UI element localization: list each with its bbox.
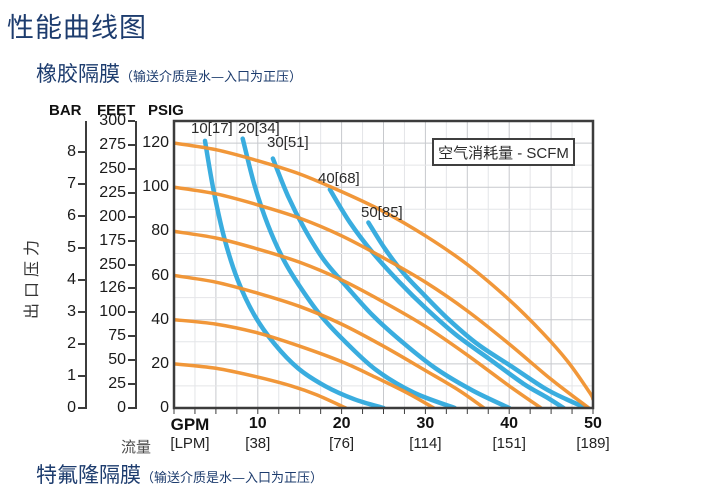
section-teflon-heading: 特氟隆隔膜（输送介质是水—入口为正压） — [36, 459, 323, 489]
bar-axis-line — [85, 121, 87, 409]
feet-tick-label: 275 — [99, 135, 126, 153]
x-tick-label-lpm: [38] — [245, 435, 271, 452]
bar-axis-tick — [78, 151, 85, 153]
feet-tick-label: 225 — [99, 183, 126, 201]
feet-axis-tick — [128, 287, 135, 290]
feet-axis-tick — [128, 359, 135, 362]
bar-axis-tick — [78, 247, 85, 249]
bar-axis-tick — [78, 407, 85, 409]
feet-tick-label: 50 — [108, 351, 126, 369]
feet-tick-label: 100 — [99, 303, 126, 321]
bar-axis-tick — [78, 215, 85, 217]
x-tick-label-gpm: 20 — [332, 415, 351, 432]
bar-tick-label: 2 — [67, 335, 76, 352]
bar-tick-label: 1 — [67, 367, 76, 384]
air-consumption-curve-2 — [270, 156, 512, 408]
feet-axis-tick — [128, 167, 135, 170]
feet-tick-label: 250 — [99, 159, 126, 177]
page-title: 性能曲线图 — [7, 13, 147, 44]
section-rubber-title: 橡胶隔膜 — [36, 62, 120, 86]
bar-axis-tick — [78, 311, 85, 313]
x-axis-title: 流量 — [121, 439, 152, 456]
feet-axis-tick — [128, 215, 135, 218]
x-tick-label-gpm: 40 — [500, 415, 519, 432]
feet-axis-line — [135, 121, 137, 409]
feet-axis-tick — [128, 120, 135, 122]
x-tick-label-gpm: 30 — [416, 415, 435, 432]
feet-tick-label: 126 — [99, 279, 126, 297]
feet-tick-label: 200 — [99, 207, 126, 225]
y-axis-unit-psig: PSIG — [148, 102, 184, 119]
x-tick-label-gpm: 50 — [584, 415, 602, 432]
psig-tick-label: 60 — [151, 266, 169, 284]
feet-tick-label: 300 — [99, 112, 126, 129]
bar-axis-tick — [78, 343, 85, 345]
bar-tick-label: 6 — [67, 207, 76, 224]
feet-tick-label: 75 — [108, 327, 126, 345]
feet-axis-tick — [128, 239, 135, 242]
chart-plot-area — [172, 119, 595, 414]
psig-tick-label: 0 — [160, 399, 169, 416]
x-tick-label-gpm: 10 — [248, 415, 267, 432]
air-curve-label: 50[85] — [361, 204, 403, 221]
feet-tick-label: 0 — [117, 399, 126, 416]
y-axis-unit-feet: FEET — [97, 102, 136, 119]
bar-axis-tick — [78, 375, 85, 377]
feet-axis-tick — [128, 335, 135, 338]
air-curve-label: 10[17] — [191, 120, 233, 137]
feet-tick-label: 25 — [108, 375, 126, 393]
bar-tick-label: 7 — [67, 175, 76, 192]
x-tick-label-lpm: [114] — [409, 435, 442, 452]
pressure-curve-6 — [174, 185, 591, 408]
feet-axis-tick — [128, 383, 135, 386]
psig-tick-label: 80 — [151, 222, 169, 240]
pressure-curve-7 — [174, 229, 543, 408]
pressure-curve-5 — [174, 141, 593, 401]
psig-tick-label: 20 — [151, 354, 169, 372]
bar-tick-label: 3 — [67, 303, 76, 320]
feet-tick-label: 250 — [99, 255, 126, 273]
air-consumption-curve-3 — [327, 187, 566, 408]
pressure-curve-9 — [174, 317, 436, 408]
section-rubber-note: （输送介质是水—入口为正压） — [120, 70, 303, 85]
bar-tick-label: 4 — [67, 271, 76, 288]
section-teflon-note: （输送介质是水—入口为正压） — [141, 471, 324, 486]
feet-tick-label: 175 — [99, 231, 126, 249]
bar-axis-tick — [78, 183, 85, 185]
bar-axis-tick — [78, 279, 85, 281]
x-tick-label-lpm: [189] — [576, 435, 610, 452]
pressure-curve-8 — [174, 273, 486, 408]
chart-legend-label: 空气消耗量 - SCFM — [438, 144, 569, 162]
air-curve-label: 20[34] — [238, 120, 280, 137]
psig-tick-label: 40 — [151, 310, 169, 328]
bar-tick-label: 0 — [67, 399, 76, 416]
bar-tick-label: 8 — [67, 143, 76, 160]
air-consumption-curve-4 — [366, 220, 589, 408]
bar-tick-label: 5 — [67, 239, 76, 256]
feet-axis-tick — [128, 311, 135, 314]
air-curve-label: 40[68] — [318, 170, 360, 187]
feet-axis-tick — [128, 191, 135, 194]
psig-tick-label: 120 — [142, 134, 169, 152]
curves-group — [174, 136, 593, 408]
feet-axis-tick — [128, 263, 135, 266]
feet-axis-tick — [128, 143, 135, 146]
psig-tick-label: 100 — [142, 178, 169, 196]
feet-axis-tick — [128, 407, 135, 409]
x-axis-unit-gpm: GPM — [170, 415, 210, 434]
x-tick-label-lpm: [151] — [492, 435, 526, 452]
section-rubber-heading: 橡胶隔膜（输送介质是水—入口为正压） — [36, 58, 302, 88]
plot-border — [172, 119, 595, 410]
pressure-curve-10 — [174, 362, 348, 408]
x-axis-unit-lpm: [LPM] — [170, 435, 210, 452]
chart-legend: 空气消耗量 - SCFM — [432, 138, 575, 166]
y-axis-unit-bar: BAR — [49, 102, 82, 119]
air-consumption-curve-0 — [202, 138, 386, 408]
x-tick-label-lpm: [76] — [329, 435, 355, 452]
air-curve-label: 30[51] — [267, 134, 309, 151]
section-teflon-title: 特氟隆隔膜 — [36, 463, 141, 487]
